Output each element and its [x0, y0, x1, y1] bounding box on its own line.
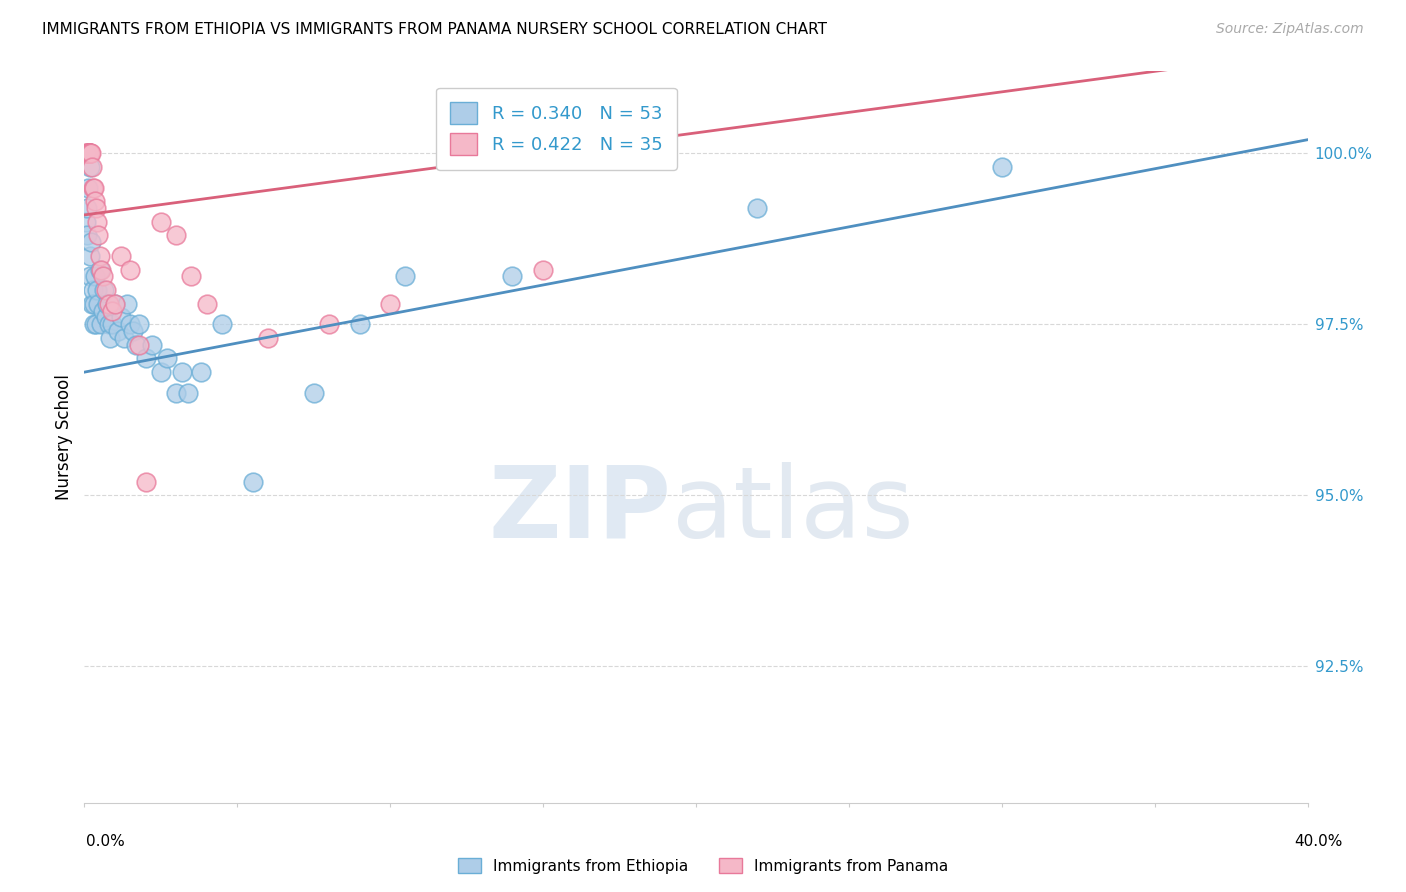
Point	[120, 318, 142, 332]
Point	[110, 310, 132, 325]
Point	[84, 318, 107, 332]
Point	[380, 297, 402, 311]
Text: 0.0%: 0.0%	[86, 834, 125, 849]
Point	[77, 146, 100, 161]
Point	[91, 303, 114, 318]
Point	[101, 303, 124, 318]
Text: atlas: atlas	[672, 462, 912, 558]
Point	[87, 228, 110, 243]
Point	[84, 201, 107, 215]
Point	[79, 249, 101, 263]
Point	[115, 297, 138, 311]
Point	[531, 262, 554, 277]
Point	[77, 146, 100, 161]
Point	[83, 180, 105, 194]
Point	[75, 146, 97, 161]
Point	[79, 146, 101, 161]
Point	[747, 201, 769, 215]
Point	[82, 283, 104, 297]
Point	[156, 351, 179, 366]
Point	[90, 262, 112, 277]
Point	[84, 194, 107, 209]
Point	[101, 318, 124, 332]
Point	[93, 283, 115, 297]
Point	[211, 318, 233, 332]
Point	[96, 297, 118, 311]
Text: ZIP: ZIP	[489, 462, 672, 558]
Point	[80, 297, 103, 311]
Point	[89, 262, 111, 277]
Point	[86, 283, 108, 297]
Point	[149, 215, 172, 229]
Text: IMMIGRANTS FROM ETHIOPIA VS IMMIGRANTS FROM PANAMA NURSERY SCHOOL CORRELATION CH: IMMIGRANTS FROM ETHIOPIA VS IMMIGRANTS F…	[42, 22, 827, 37]
Text: Source: ZipAtlas.com: Source: ZipAtlas.com	[1216, 22, 1364, 37]
Point	[180, 269, 202, 284]
Point	[97, 318, 120, 332]
Point	[97, 297, 120, 311]
Point	[110, 249, 132, 263]
Point	[84, 269, 107, 284]
Point	[177, 385, 200, 400]
Point	[349, 318, 371, 332]
Legend: Immigrants from Ethiopia, Immigrants from Panama: Immigrants from Ethiopia, Immigrants fro…	[451, 852, 955, 880]
Point	[76, 146, 98, 161]
Text: 40.0%: 40.0%	[1295, 834, 1343, 849]
Point	[107, 324, 129, 338]
Point	[76, 146, 98, 161]
Point	[257, 331, 280, 345]
Point	[394, 269, 416, 284]
Point	[83, 297, 105, 311]
Point	[79, 269, 101, 284]
Point	[91, 269, 114, 284]
Point	[128, 338, 150, 352]
Point	[77, 146, 100, 161]
Point	[94, 283, 117, 297]
Point	[302, 385, 325, 400]
Point	[141, 338, 163, 352]
Point	[104, 297, 127, 311]
Point	[502, 269, 524, 284]
Point	[122, 324, 145, 338]
Point	[135, 351, 157, 366]
Point	[128, 318, 150, 332]
Y-axis label: Nursery School: Nursery School	[55, 374, 73, 500]
Point	[190, 365, 212, 379]
Point	[94, 310, 117, 325]
Point	[165, 385, 187, 400]
Point	[195, 297, 218, 311]
Point	[80, 160, 103, 174]
Point	[112, 331, 135, 345]
Point	[242, 475, 264, 489]
Point	[165, 228, 187, 243]
Point	[87, 297, 110, 311]
Point	[76, 201, 98, 215]
Point	[76, 228, 98, 243]
Point	[86, 215, 108, 229]
Point	[318, 318, 340, 332]
Point	[89, 249, 111, 263]
Point	[120, 262, 142, 277]
Point	[125, 338, 148, 352]
Point	[79, 160, 101, 174]
Point	[75, 215, 97, 229]
Point	[991, 160, 1014, 174]
Point	[83, 318, 105, 332]
Legend: R = 0.340   N = 53, R = 0.422   N = 35: R = 0.340 N = 53, R = 0.422 N = 35	[436, 87, 678, 169]
Point	[79, 146, 101, 161]
Point	[149, 365, 172, 379]
Point	[172, 365, 194, 379]
Point	[77, 146, 100, 161]
Point	[98, 331, 121, 345]
Point	[104, 297, 127, 311]
Point	[82, 180, 104, 194]
Point	[79, 146, 101, 161]
Point	[77, 146, 100, 161]
Point	[135, 475, 157, 489]
Point	[80, 235, 103, 250]
Point	[77, 180, 100, 194]
Point	[90, 318, 112, 332]
Point	[80, 146, 103, 161]
